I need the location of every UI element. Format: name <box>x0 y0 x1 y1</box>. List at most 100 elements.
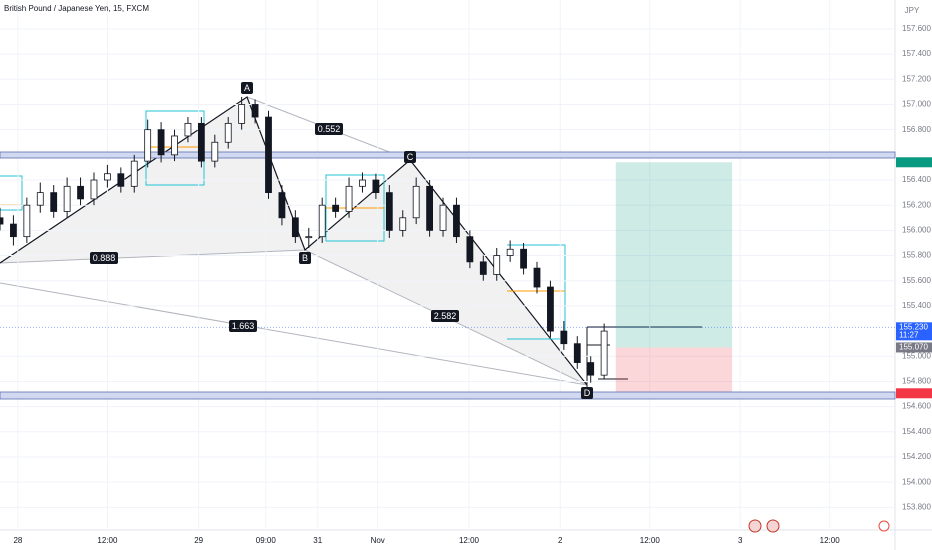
candle-body <box>36 192 44 206</box>
candle-body <box>224 122 232 143</box>
ratio-label: 1.663 <box>232 321 255 331</box>
x-tick-label: Nov <box>371 536 385 545</box>
xb-line <box>0 249 306 264</box>
sr-band <box>0 151 896 159</box>
candle-body <box>0 217 4 225</box>
x-tick-label: 2 <box>558 536 563 545</box>
x-tick-label: 12:00 <box>820 536 841 545</box>
price-badge <box>896 342 932 353</box>
ratio-label: 0.888 <box>93 253 116 263</box>
candle-body <box>587 362 595 376</box>
target-zone <box>615 162 733 348</box>
candle-body <box>157 129 165 156</box>
x-tick-label: 12:00 <box>640 536 661 545</box>
price-label: 155.070 <box>899 343 928 352</box>
y-tick-label: 157.000 <box>902 100 931 109</box>
xd-line <box>0 282 588 386</box>
y-tick-label: 156.200 <box>902 200 931 209</box>
point-label: C <box>407 152 414 162</box>
candle-body <box>345 185 353 212</box>
point-badge <box>581 387 593 399</box>
y-tick-label: 154.800 <box>902 377 931 386</box>
event-icon[interactable] <box>748 519 762 533</box>
y-tick-label: 156.400 <box>902 175 931 184</box>
candle-body <box>318 204 326 238</box>
x-tick-label: 3 <box>738 536 743 545</box>
candle-body <box>439 204 447 231</box>
ratio-badge <box>90 252 118 264</box>
x-tick-label: 28 <box>13 536 22 545</box>
price-badge <box>896 157 932 168</box>
candle-body <box>251 104 259 118</box>
y-tick-label: 154.600 <box>902 402 931 411</box>
candle-body <box>211 141 219 162</box>
candle-body <box>104 173 111 181</box>
candle-body <box>144 129 152 162</box>
candle-body <box>547 286 554 332</box>
candle-body <box>171 135 178 156</box>
y-tick-label: 156.800 <box>902 125 931 134</box>
candle-body <box>399 217 407 231</box>
event-icon[interactable] <box>766 519 780 533</box>
x-tick-label: 31 <box>313 536 322 545</box>
candle-body <box>305 236 313 239</box>
candle-body <box>117 173 125 187</box>
y-tick-label: 157.200 <box>902 74 931 83</box>
candle-body <box>533 267 541 288</box>
candle-body <box>291 217 299 238</box>
candle-body <box>466 236 474 263</box>
candle-body <box>453 204 460 238</box>
candle-body <box>359 179 366 187</box>
candle-body <box>506 248 514 256</box>
candle-body <box>372 179 380 194</box>
candle-body <box>278 192 286 219</box>
pattern-bcd <box>305 160 587 385</box>
y-tick-label: 154.000 <box>902 477 931 486</box>
y-tick-label: 155.800 <box>902 251 931 260</box>
price-label: 155.230 <box>899 322 928 331</box>
x-tick-label: 12:00 <box>459 536 480 545</box>
candle-body <box>90 179 98 200</box>
candle-body <box>184 122 192 137</box>
ratio-badge <box>431 310 459 322</box>
box <box>507 244 566 340</box>
candle-body <box>493 255 501 275</box>
point-badge <box>404 151 416 163</box>
ratio-label: 2.582 <box>434 311 457 321</box>
sr-band <box>0 391 896 400</box>
candle-body <box>265 116 272 194</box>
candle-body <box>600 330 608 376</box>
y-tick-label: 155.400 <box>902 301 931 310</box>
point-label: B <box>302 253 308 263</box>
candle-body <box>385 192 393 231</box>
ratio-badge <box>315 123 343 135</box>
candle-body <box>63 185 71 212</box>
candle-body <box>573 343 581 363</box>
y-tick-label: 157.400 <box>902 49 931 58</box>
candle-body <box>23 204 31 238</box>
candle-body <box>197 122 205 162</box>
price-badge <box>896 388 932 399</box>
candle-body <box>479 261 487 275</box>
countdown: 11:27 <box>899 330 919 339</box>
price-badge <box>896 322 932 341</box>
point-badge <box>299 252 311 264</box>
y-tick-label: 155.600 <box>902 276 931 285</box>
x-tick-label: 29 <box>194 536 203 545</box>
ratio-badge <box>229 320 257 332</box>
candle-body <box>520 248 527 269</box>
candle-body <box>238 104 246 124</box>
candle-body <box>77 185 84 200</box>
ratio-label: 0.552 <box>318 124 341 134</box>
y-tick-label: 154.400 <box>902 427 931 436</box>
y-tick-label: 156.000 <box>902 225 931 234</box>
event-icon[interactable] <box>878 520 890 532</box>
candle-body <box>412 185 420 219</box>
y-tick-label: 153.800 <box>902 502 931 511</box>
point-label: A <box>244 83 250 93</box>
candle-body <box>426 185 434 231</box>
y-tick-label: 154.200 <box>902 452 931 461</box>
point-badge <box>241 82 253 94</box>
